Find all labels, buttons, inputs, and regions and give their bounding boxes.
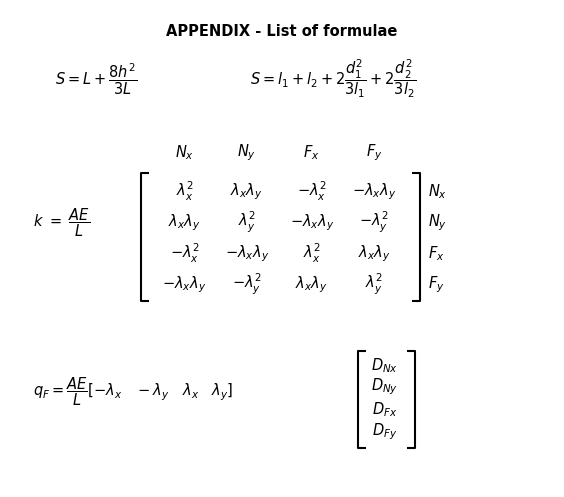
Text: $-\lambda_x\lambda_y$: $-\lambda_x\lambda_y$ (224, 243, 269, 263)
Text: APPENDIX - List of formulae: APPENDIX - List of formulae (166, 24, 398, 39)
Text: $-\lambda_y^2$: $-\lambda_y^2$ (232, 272, 262, 297)
Text: $k \ = \ \dfrac{AE}{L}$: $k \ = \ \dfrac{AE}{L}$ (33, 206, 90, 239)
Text: $\lambda_x\lambda_y$: $\lambda_x\lambda_y$ (168, 212, 201, 233)
Text: $q_F = \dfrac{AE}{L}[-\lambda_x \quad -\lambda_y \quad \lambda_x \quad \lambda_y: $q_F = \dfrac{AE}{L}[-\lambda_x \quad -\… (33, 375, 233, 408)
Text: $-\lambda_x^2$: $-\lambda_x^2$ (170, 242, 199, 265)
Text: $-\lambda_x\lambda_y$: $-\lambda_x\lambda_y$ (290, 212, 334, 233)
Text: $\lambda_x\lambda_y$: $\lambda_x\lambda_y$ (358, 243, 390, 263)
Text: $N_y$: $N_y$ (428, 212, 447, 233)
Text: $N_x$: $N_x$ (175, 144, 194, 163)
Text: $F_x$: $F_x$ (303, 144, 320, 163)
Text: $F_y$: $F_y$ (428, 274, 445, 295)
Text: $F_x$: $F_x$ (428, 244, 445, 262)
Text: $\lambda_x^2$: $\lambda_x^2$ (303, 242, 321, 265)
Text: $-\lambda_x^2$: $-\lambda_x^2$ (297, 179, 327, 203)
Text: $D_{Fy}$: $D_{Fy}$ (372, 422, 398, 442)
Text: $\lambda_y^2$: $\lambda_y^2$ (238, 210, 255, 235)
Text: $\lambda_y^2$: $\lambda_y^2$ (365, 272, 383, 297)
Text: $\lambda_x\lambda_y$: $\lambda_x\lambda_y$ (231, 181, 263, 202)
Text: $F_y$: $F_y$ (365, 143, 382, 164)
Text: $\lambda_x^2$: $\lambda_x^2$ (175, 179, 193, 203)
Text: $-\lambda_x\lambda_y$: $-\lambda_x\lambda_y$ (162, 274, 206, 295)
Text: $S = L + \dfrac{8h^2}{3L}$: $S = L + \dfrac{8h^2}{3L}$ (55, 62, 136, 97)
Text: $D_{Fx}$: $D_{Fx}$ (372, 401, 398, 419)
Text: $D_{Ny}$: $D_{Ny}$ (371, 377, 398, 397)
Text: $N_y$: $N_y$ (237, 143, 257, 164)
Text: $S = l_1 + l_2 + 2\dfrac{d_1^2}{3l_1} + 2\dfrac{d_2^2}{3l_2}$: $S = l_1 + l_2 + 2\dfrac{d_1^2}{3l_1} + … (249, 58, 416, 100)
Text: $-\lambda_y^2$: $-\lambda_y^2$ (359, 210, 389, 235)
Text: $D_{Nx}$: $D_{Nx}$ (371, 356, 398, 375)
Text: $\lambda_x\lambda_y$: $\lambda_x\lambda_y$ (296, 274, 328, 295)
Text: $N_x$: $N_x$ (428, 182, 447, 201)
Text: $-\lambda_x\lambda_y$: $-\lambda_x\lambda_y$ (352, 181, 396, 202)
